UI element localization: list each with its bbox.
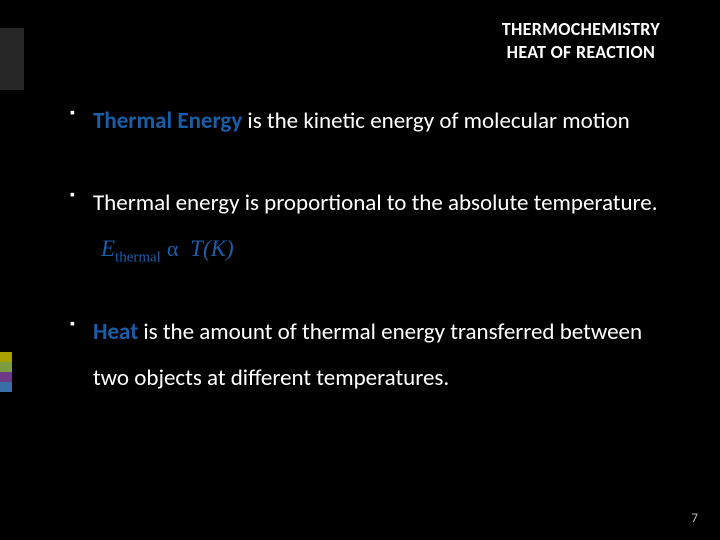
header-line-2: HEAT OF REACTION <box>502 41 660 64</box>
bullet-marker: ▪ <box>70 180 75 210</box>
accent-top-block <box>0 28 24 90</box>
accent-segment <box>0 382 12 392</box>
bullet-rest: Thermal energy is proportional to the ab… <box>93 189 658 217</box>
bullet-item: ▪ Thermal Energy is the kinetic energy of… <box>70 98 660 144</box>
bullet-rest: is the amount of thermal energy transfer… <box>93 318 642 392</box>
accent-segment <box>0 372 12 382</box>
slide-header: THERMOCHEMISTRY HEAT OF REACTION <box>502 18 660 63</box>
accent-segment <box>0 352 12 362</box>
bullet-item: ▪ Thermal energy is proportional to the a… <box>70 180 660 273</box>
bullet-text: Thermal energy is proportional to the ab… <box>93 180 660 273</box>
bullet-text: Thermal Energy is the kinetic energy of … <box>93 98 630 144</box>
page-number: 7 <box>691 511 698 526</box>
header-line-1: THERMOCHEMISTRY <box>502 18 660 41</box>
accent-segment <box>0 362 12 372</box>
term: Thermal Energy <box>93 107 242 135</box>
bullet-item: ▪ Heat is the amount of thermal energy tr… <box>70 309 660 401</box>
bullet-text: Heat is the amount of thermal energy tra… <box>93 309 660 401</box>
side-accent <box>0 0 24 540</box>
bullet-rest: is the kinetic energy of molecular motio… <box>242 107 630 135</box>
bullet-marker: ▪ <box>70 309 75 339</box>
term: Heat <box>93 318 138 346</box>
bullet-marker: ▪ <box>70 98 75 128</box>
slide-content: ▪ Thermal Energy is the kinetic energy of… <box>70 98 660 401</box>
formula: Ethermalα T(K) <box>101 236 234 261</box>
